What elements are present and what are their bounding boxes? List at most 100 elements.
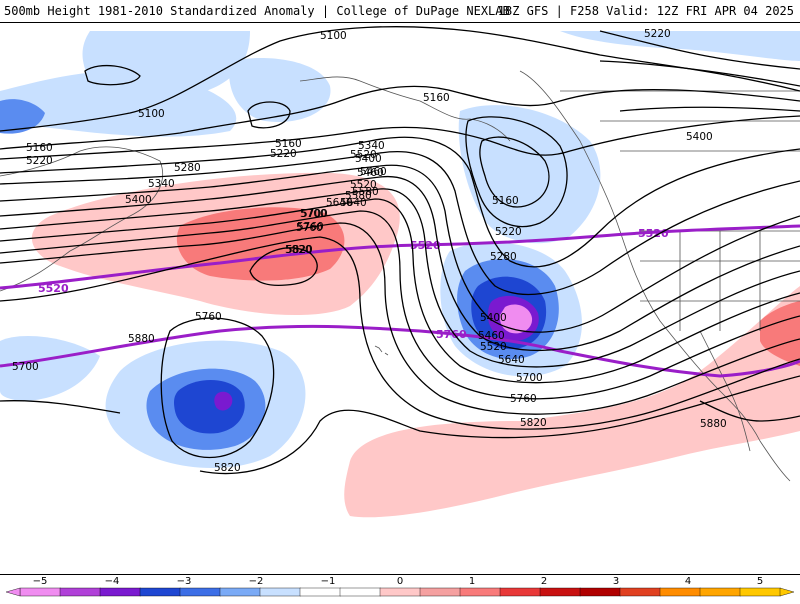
- contour-label: 5820: [214, 462, 241, 474]
- colorbar-swatch: [539, 587, 581, 597]
- contour-low-mid: [247, 101, 291, 129]
- colorbar-swatch: [259, 587, 301, 597]
- contour-label: 5160: [423, 92, 450, 104]
- colorbar-arrow-left: [5, 587, 21, 597]
- contour-label: 5700: [301, 208, 328, 220]
- colorbar-tick: 1: [469, 576, 475, 587]
- neg-anomaly-region: [174, 379, 245, 434]
- colorbar-arrow-right: [779, 587, 795, 597]
- contour-label: 5100: [320, 30, 347, 42]
- colorbar-swatch: [419, 587, 461, 597]
- contour-label: 5460: [478, 330, 505, 342]
- run-info: 18Z GFS | F258 Valid: 12Z FRI APR 04 202…: [497, 4, 794, 18]
- colorbar-tick-labels: −5 −4 −3 −2 −1 0 1 2 3 4 5: [33, 576, 764, 587]
- contour-5820: [249, 247, 318, 286]
- colorbar-tick: −1: [321, 576, 336, 587]
- contour-label: 5220: [495, 226, 522, 238]
- contour-label: 5220: [270, 148, 297, 160]
- contour-ne-5340: [619, 106, 800, 112]
- colorbar-swatch: [499, 587, 541, 597]
- border-lines: [640, 230, 800, 331]
- neg-anomaly-region: [560, 31, 800, 61]
- contour-5220: [0, 115, 800, 160]
- neg-anomaly-region: [229, 58, 331, 122]
- contour-5100: [0, 26, 800, 132]
- contour-label: 5280: [490, 251, 517, 263]
- colorbar-swatch: [579, 587, 621, 597]
- contour-5340: [0, 151, 800, 296]
- contour-ne-5220: [599, 30, 800, 70]
- neg-anomaly-region: [0, 99, 45, 134]
- contour-5880: [699, 400, 800, 422]
- contour-label: 5520: [350, 179, 377, 191]
- colorbar-tick: −3: [177, 576, 192, 587]
- climo-label: 5520: [638, 227, 669, 240]
- contour-label: 5100: [138, 108, 165, 120]
- colorbar-tick: 3: [613, 576, 619, 587]
- colorbar-tick: 4: [685, 576, 691, 587]
- coastline-baja: [699, 330, 751, 452]
- contour-label: 5340: [358, 140, 385, 152]
- colorbar-swatches: [5, 587, 795, 597]
- colorbar-swatch: [459, 587, 501, 597]
- height-contours: [0, 26, 800, 475]
- contour-5760: [0, 236, 800, 430]
- pos-anomaly-region: [344, 286, 800, 518]
- colorbar-swatch: [59, 587, 101, 597]
- contour-label: 5460: [357, 167, 384, 179]
- colorbar-tick: −4: [105, 576, 120, 587]
- border-canada: [560, 90, 800, 152]
- colorbar-swatch: [619, 587, 661, 597]
- contour-label: 5280: [174, 162, 201, 174]
- contour-label: 5820: [520, 417, 547, 429]
- contour-5820-lower: [0, 375, 800, 475]
- contour-label: 5580: [352, 186, 379, 198]
- contour-label: 5760: [510, 393, 537, 405]
- colorbar-tick: −5: [33, 576, 48, 587]
- contour-5700: [0, 222, 800, 415]
- contour-5760-closed: [160, 317, 275, 459]
- contour-ne-5280: [599, 60, 800, 87]
- neg-anomaly-core: [499, 304, 533, 334]
- contour-label: 5520: [480, 341, 507, 353]
- map-canvas: 5520 5520 5520 5760: [0, 26, 800, 518]
- colorbar-swatch: [659, 587, 701, 597]
- island-hawaii: [374, 345, 389, 356]
- contour-label: 5820: [286, 244, 313, 256]
- contour-label: 5700: [12, 361, 39, 373]
- contour-label: 5340: [148, 178, 175, 190]
- map-title: 500mb Height 1981-2010 Standardized Anom…: [4, 4, 510, 18]
- contour-5280: [0, 136, 800, 268]
- contour-5460: [0, 175, 800, 352]
- neg-anomaly-core: [214, 391, 233, 411]
- contour-label: 5640: [340, 197, 367, 209]
- colorbar-swatch: [99, 587, 141, 597]
- contour-label: 5760: [195, 311, 222, 323]
- climo-label: 5520: [38, 282, 69, 295]
- contour-label: 5400: [686, 131, 713, 143]
- colorbar-swatch: [19, 587, 61, 597]
- colorbar-swatch: [339, 587, 381, 597]
- contour-label: 5220: [26, 155, 53, 167]
- colorbar: −5 −4 −3 −2 −1 0 1 2 3 4 5: [0, 574, 800, 600]
- contour-label: 5880: [128, 333, 155, 345]
- contour-label: 5820: [285, 244, 312, 256]
- colorbar-swatch: [139, 587, 181, 597]
- contour-label: 5520: [350, 149, 377, 161]
- climo-label: 5760: [436, 328, 467, 341]
- contour-cutoff-5220: [465, 116, 568, 228]
- colorbar-swatch: [699, 587, 741, 597]
- colorbar-swatch: [739, 587, 781, 597]
- contour-labels: 5100 5100 5160 5220 5280 5340 5400 5460 …: [12, 28, 727, 474]
- colorbar-swatch: [219, 587, 261, 597]
- colorbar-tick: 5: [757, 576, 763, 587]
- contour-label: 5220: [644, 28, 671, 40]
- contour-low-hi: [84, 64, 141, 86]
- contour-label: 5700: [516, 372, 543, 384]
- contour-label: 5160: [26, 142, 53, 154]
- neg-anomaly-region: [82, 31, 250, 97]
- contour-label: 5400: [480, 312, 507, 324]
- contour-label: 5880: [700, 418, 727, 430]
- contour-label: 5640: [498, 354, 525, 366]
- colorbar-swatch: [299, 587, 341, 597]
